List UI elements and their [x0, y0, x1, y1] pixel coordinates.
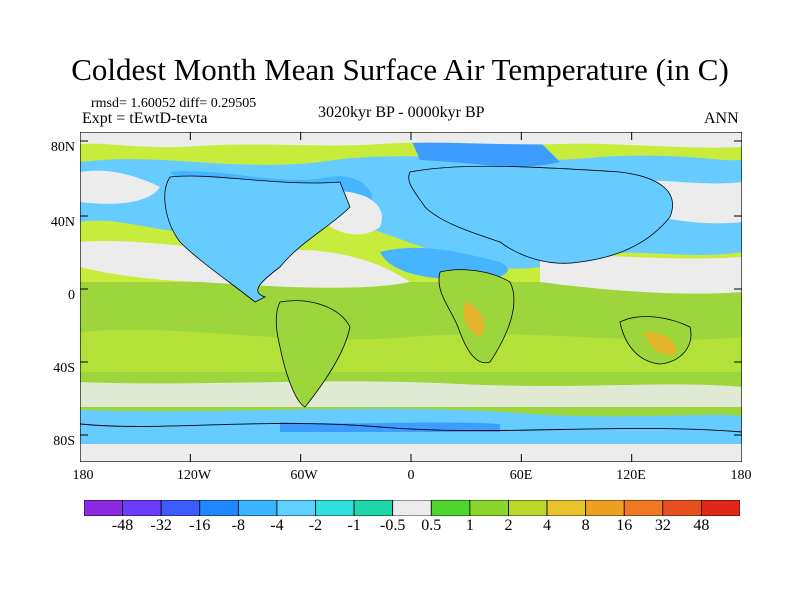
- colorbar-swatch: [392, 500, 432, 516]
- colorbar-swatch: [276, 500, 316, 516]
- colorbar-label: -4: [270, 517, 284, 534]
- colorbar-swatch: [585, 500, 625, 516]
- colorbar-label: 32: [654, 517, 671, 534]
- colorbar-label: 1: [465, 517, 474, 534]
- lon-label-60e: 60E: [509, 468, 533, 483]
- colorbar-label: -8: [231, 517, 245, 534]
- colorbar-label: 8: [581, 517, 590, 534]
- colorbar-swatch: [430, 500, 471, 516]
- experiment-label: Expt = tEwtD-tevta: [82, 110, 208, 127]
- lon-label-120w: 120W: [176, 468, 212, 483]
- colorbar-swatch: [469, 500, 509, 516]
- colorbar-swatch: [662, 500, 702, 516]
- lat-label-80n: 80N: [50, 140, 75, 155]
- period-label: 3020kyr BP - 0000kyr BP: [318, 104, 485, 121]
- colorbar-swatch: [508, 500, 548, 516]
- lat-label-80s: 80S: [53, 434, 75, 449]
- colorbar-swatch: [237, 500, 278, 516]
- stats-label: rmsd= 1.60052 diff= 0.29505: [91, 96, 257, 111]
- colorbar-label: 48: [693, 517, 710, 534]
- colorbar-label: 0.5: [421, 517, 442, 534]
- colorbar-swatch: [546, 500, 587, 516]
- lon-label-180w: 180: [72, 468, 94, 483]
- lat-label-40s: 40S: [53, 361, 75, 376]
- colorbar-swatch: [315, 500, 355, 516]
- colorbar-swatch: [160, 500, 201, 516]
- colorbar-swatch: [84, 500, 123, 516]
- colorbar-label: -48: [111, 517, 134, 534]
- colorbar-label: 2: [504, 517, 513, 534]
- lon-label-0: 0: [407, 468, 415, 483]
- colorbar-label: -16: [189, 517, 211, 534]
- colorbar-label: -1: [347, 517, 361, 534]
- temperature-map: [80, 132, 742, 462]
- colorbar-swatch: [199, 500, 239, 516]
- colorbar-swatch: [701, 500, 740, 516]
- colorbar-label: -32: [150, 517, 172, 534]
- lon-label-120e: 120E: [616, 468, 646, 483]
- colorbar-label: -0.5: [380, 517, 406, 534]
- season-label: ANN: [704, 110, 739, 127]
- colorbar-swatch: [122, 500, 162, 516]
- lat-label-eq: 0: [68, 288, 75, 303]
- colorbar-label: 4: [543, 517, 552, 534]
- colorbar-label: 16: [616, 517, 633, 534]
- colorbar-label: -2: [308, 517, 323, 534]
- colorbar-swatch: [623, 500, 664, 516]
- lat-label-40n: 40N: [50, 215, 75, 230]
- colorbar-swatch: [353, 500, 394, 516]
- lon-label-60w: 60W: [290, 468, 318, 483]
- colorbar: [84, 500, 740, 516]
- lon-label-180e: 180: [730, 468, 752, 483]
- map-title: Coldest Month Mean Surface Air Temperatu…: [71, 52, 729, 87]
